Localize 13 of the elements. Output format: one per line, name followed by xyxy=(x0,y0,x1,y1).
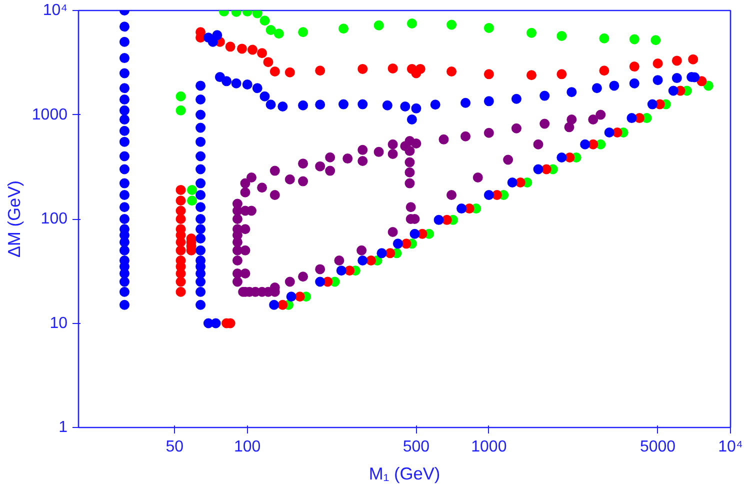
x-tick-label: 100 xyxy=(234,438,261,456)
x-axis-title: M₁ (GeV) xyxy=(368,464,440,484)
x-tick-label: 5000 xyxy=(640,438,676,456)
y-tick-label: 10 xyxy=(50,314,68,332)
x-tick-label: 500 xyxy=(402,438,430,456)
y-tick-label: 10⁴ xyxy=(42,2,68,19)
y-tick-label: 1000 xyxy=(32,106,68,124)
x-tick-label: 50 xyxy=(166,438,184,456)
y-tick-label: 1 xyxy=(58,419,68,436)
y-axis-title: ΔM (GeV) xyxy=(4,180,24,258)
x-tick-label: 10⁴ xyxy=(718,438,743,456)
x-tick-label: 1000 xyxy=(471,438,507,456)
y-tick-label: 100 xyxy=(40,210,68,228)
